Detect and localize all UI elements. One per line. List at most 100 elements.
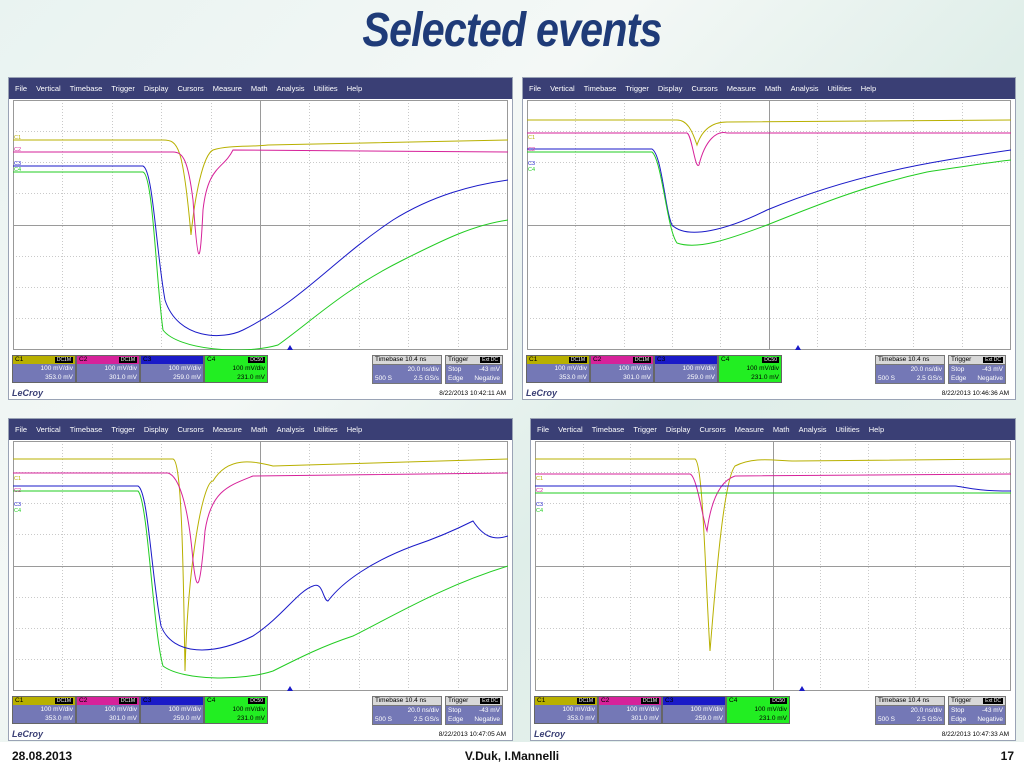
channel-box-c2[interactable]: C2 DC1M 100 mV/div 301.0 mV (76, 696, 140, 724)
trigger-box[interactable]: Trigger Ext DC Stop -43 mV Edge Negative (948, 355, 1006, 384)
menu-cursors[interactable]: Cursors (177, 425, 204, 434)
menu-file[interactable]: File (529, 84, 542, 93)
menu-timebase[interactable]: Timebase (591, 425, 625, 434)
menu-utilities[interactable]: Utilities (313, 425, 338, 434)
timebase-box[interactable]: Timebase 10.4 ns 20.0 ns/div 500 S 2.5 GS/s (372, 355, 442, 384)
menu-trigger[interactable]: Trigger (633, 425, 657, 434)
menu-help[interactable]: Help (868, 425, 885, 434)
menu-display[interactable]: Display (665, 425, 691, 434)
trigger-header: Trigger Ext DC (445, 355, 503, 365)
menu-utilities[interactable]: Utilities (827, 84, 852, 93)
scope-menubar: File Vertical Timebase Trigger Display C… (531, 419, 1015, 440)
menu-analysis[interactable]: Analysis (798, 425, 827, 434)
trigger-row: Edge Negative (448, 715, 500, 724)
trigger-position-marker (287, 686, 293, 691)
menu-math[interactable]: Math (250, 425, 268, 434)
timestamp: 8/22/2013 10:47:05 AM (438, 731, 506, 738)
menu-measure[interactable]: Measure (212, 84, 242, 93)
trigger-box[interactable]: Trigger Ext DC Stop -43 mV Edge Negative (445, 696, 503, 725)
scope-status-panel: C1 DC1M 100 mV/div 353.0 mV C2 DC1M 100 mV/div… (9, 353, 512, 399)
menu-help[interactable]: Help (860, 84, 877, 93)
waveform-grid[interactable]: C1 C2 C3 C4 (527, 100, 1011, 350)
menu-math[interactable]: Math (764, 84, 782, 93)
channel-settings: 100 mV/div 353.0 mV (13, 364, 75, 382)
timebase-div: 20.0 ns/div (910, 366, 942, 373)
menu-math[interactable]: Math (772, 425, 790, 434)
menu-analysis[interactable]: Analysis (790, 84, 819, 93)
timebase-settings: 20.0 ns/div 500 S 2.5 GS/s (372, 706, 442, 725)
menu-measure[interactable]: Measure (726, 84, 756, 93)
channel-marker-c2: C2 (536, 488, 543, 494)
waveform-grid[interactable]: C1 C2 C3 C4 (13, 100, 508, 350)
trigger-box[interactable]: Trigger Ext DC Stop -43 mV Edge Negative (948, 696, 1006, 725)
menu-measure[interactable]: Measure (734, 425, 764, 434)
channel-marker-c4: C4 (536, 508, 543, 514)
trigger-row: Edge Negative (448, 374, 500, 383)
menu-analysis[interactable]: Analysis (276, 84, 305, 93)
menu-vertical[interactable]: Vertical (36, 425, 61, 434)
waveform-grid[interactable]: C1 C2 C3 C4 (535, 441, 1011, 691)
channel-box-c2[interactable]: C2 DC1M 100 mV/div 301.0 mV (598, 696, 662, 724)
timebase-box[interactable]: Timebase 10.4 ns 20.0 ns/div 500 S 2.5 GS/s (875, 696, 945, 725)
channel-box-c4[interactable]: C4 DC50 100 mV/div 231.0 mV (204, 696, 268, 724)
trace-c3 (527, 148, 1011, 233)
menu-utilities[interactable]: Utilities (835, 425, 860, 434)
menu-trigger[interactable]: Trigger (625, 84, 649, 93)
menu-utilities[interactable]: Utilities (313, 84, 338, 93)
channel-name: C1 (15, 356, 24, 363)
menu-help[interactable]: Help (346, 84, 363, 93)
menu-trigger[interactable]: Trigger (111, 84, 135, 93)
menu-display[interactable]: Display (143, 425, 169, 434)
timebase-sampling: 500 S 2.5 GS/s (878, 374, 942, 383)
channel-scale: 100 mV/div (626, 706, 659, 713)
channel-box-c4[interactable]: C4 DC50 100 mV/div 231.0 mV (726, 696, 790, 724)
channel-box-c3[interactable]: C3 100 mV/div 259.0 mV (654, 355, 718, 383)
channel-box-c1[interactable]: C1 DC1M 100 mV/div 353.0 mV (12, 355, 76, 383)
timebase-samples: 500 S (375, 716, 392, 723)
timebase-box[interactable]: Timebase 10.4 ns 20.0 ns/div 500 S 2.5 GS/s (372, 696, 442, 725)
channel-offset: 231.0 mV (237, 374, 265, 381)
channel-box-c4[interactable]: C4 DC50 100 mV/div 231.0 mV (718, 355, 782, 383)
menu-cursors[interactable]: Cursors (691, 84, 718, 93)
menu-cursors[interactable]: Cursors (699, 425, 726, 434)
channel-box-c1[interactable]: C1 DC1M 100 mV/div 353.0 mV (526, 355, 590, 383)
scope-menubar: File Vertical Timebase Trigger Display C… (523, 78, 1015, 99)
menu-measure[interactable]: Measure (212, 425, 242, 434)
menu-vertical[interactable]: Vertical (550, 84, 575, 93)
menu-cursors[interactable]: Cursors (177, 84, 204, 93)
menu-analysis[interactable]: Analysis (276, 425, 305, 434)
menu-trigger[interactable]: Trigger (111, 425, 135, 434)
menu-timebase[interactable]: Timebase (69, 425, 103, 434)
timebase-box[interactable]: Timebase 10.4 ns 20.0 ns/div 500 S 2.5 GS/s (875, 355, 945, 384)
waveform-grid[interactable]: C1 C2 C3 C4 (13, 441, 508, 691)
scope-screen-2: File Vertical Timebase Trigger Display C… (522, 77, 1016, 400)
trigger-coupling: Ext DC (983, 698, 1003, 704)
channel-box-c4[interactable]: C4 DC50 100 mV/div 231.0 mV (204, 355, 268, 383)
channel-box-c2[interactable]: C2 DC1M 100 mV/div 301.0 mV (76, 355, 140, 383)
menu-file[interactable]: File (15, 425, 28, 434)
trace-c1 (535, 458, 1011, 652)
menu-vertical[interactable]: Vertical (558, 425, 583, 434)
scope-status-panel: C1 DC1M 100 mV/div 353.0 mV C2 DC1M 100 mV/div… (531, 694, 1015, 740)
menu-vertical[interactable]: Vertical (36, 84, 61, 93)
trigger-box[interactable]: Trigger Ext DC Stop -43 mV Edge Negative (445, 355, 503, 384)
menu-math[interactable]: Math (250, 84, 268, 93)
channel-box-c1[interactable]: C1 DC1M 100 mV/div 353.0 mV (534, 696, 598, 724)
channel-box-c3[interactable]: C3 100 mV/div 259.0 mV (140, 355, 204, 383)
menu-display[interactable]: Display (143, 84, 169, 93)
channel-box-c3[interactable]: C3 100 mV/div 259.0 mV (140, 696, 204, 724)
channel-marker-c1: C1 (536, 476, 543, 482)
menu-display[interactable]: Display (657, 84, 683, 93)
channel-box-c1[interactable]: C1 DC1M 100 mV/div 353.0 mV (12, 696, 76, 724)
menu-timebase[interactable]: Timebase (583, 84, 617, 93)
timebase-samples: 500 S (878, 375, 895, 382)
menu-help[interactable]: Help (346, 425, 363, 434)
channel-box-c3[interactable]: C3 100 mV/div 259.0 mV (662, 696, 726, 724)
channel-box-c2[interactable]: C2 DC1M 100 mV/div 301.0 mV (590, 355, 654, 383)
grid-frame (527, 100, 1011, 350)
menu-timebase[interactable]: Timebase (69, 84, 103, 93)
menu-file[interactable]: File (15, 84, 28, 93)
menu-file[interactable]: File (537, 425, 550, 434)
channel-coupling: DC1M (118, 698, 137, 704)
channel-marker-c1: C1 (14, 476, 21, 482)
